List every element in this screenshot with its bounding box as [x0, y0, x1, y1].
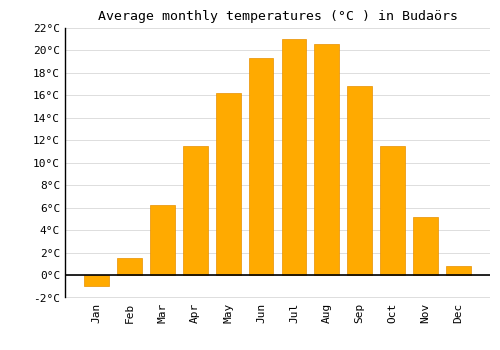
Bar — [380, 146, 405, 275]
Bar — [282, 39, 306, 275]
Bar — [413, 217, 438, 275]
Bar — [348, 86, 372, 275]
Bar — [150, 205, 174, 275]
Bar — [117, 258, 142, 275]
Bar — [446, 266, 470, 275]
Bar — [248, 58, 274, 275]
Bar — [216, 93, 240, 275]
Title: Average monthly temperatures (°C ) in Budaörs: Average monthly temperatures (°C ) in Bu… — [98, 10, 458, 23]
Bar — [183, 146, 208, 275]
Bar — [84, 275, 109, 286]
Bar — [314, 44, 339, 275]
